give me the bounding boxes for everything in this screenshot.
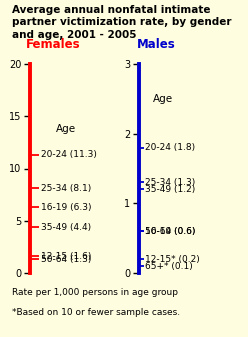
Text: 50-64 (0.6): 50-64 (0.6)	[145, 227, 195, 236]
Text: Age: Age	[153, 94, 173, 104]
Text: 65+* (0.1): 65+* (0.1)	[145, 262, 192, 271]
Text: 35-49 (1.2): 35-49 (1.2)	[145, 185, 195, 194]
Text: Age: Age	[56, 124, 76, 134]
Text: Males: Males	[137, 38, 175, 52]
Text: 25-34 (1.3): 25-34 (1.3)	[145, 178, 195, 187]
Text: 20-24 (11.3): 20-24 (11.3)	[41, 150, 97, 159]
Text: 35-49 (4.4): 35-49 (4.4)	[41, 222, 92, 232]
Text: 25-34 (8.1): 25-34 (8.1)	[41, 184, 92, 193]
Text: 16-19 (0.6): 16-19 (0.6)	[145, 227, 195, 236]
Text: 12-15 (1.6): 12-15 (1.6)	[41, 252, 92, 261]
Text: Rate per 1,000 persons in age group: Rate per 1,000 persons in age group	[12, 288, 178, 297]
Text: 16-19 (6.3): 16-19 (6.3)	[41, 203, 92, 212]
Text: Females: Females	[26, 38, 81, 52]
Text: 12-15* (0.2): 12-15* (0.2)	[145, 254, 199, 264]
Text: *Based on 10 or fewer sample cases.: *Based on 10 or fewer sample cases.	[12, 308, 181, 317]
Text: 50-64 (1.3): 50-64 (1.3)	[41, 255, 92, 264]
Text: Average annual nonfatal intimate
partner victimization rate, by gender
and age, : Average annual nonfatal intimate partner…	[12, 5, 232, 40]
Text: 20-24 (1.8): 20-24 (1.8)	[145, 143, 195, 152]
